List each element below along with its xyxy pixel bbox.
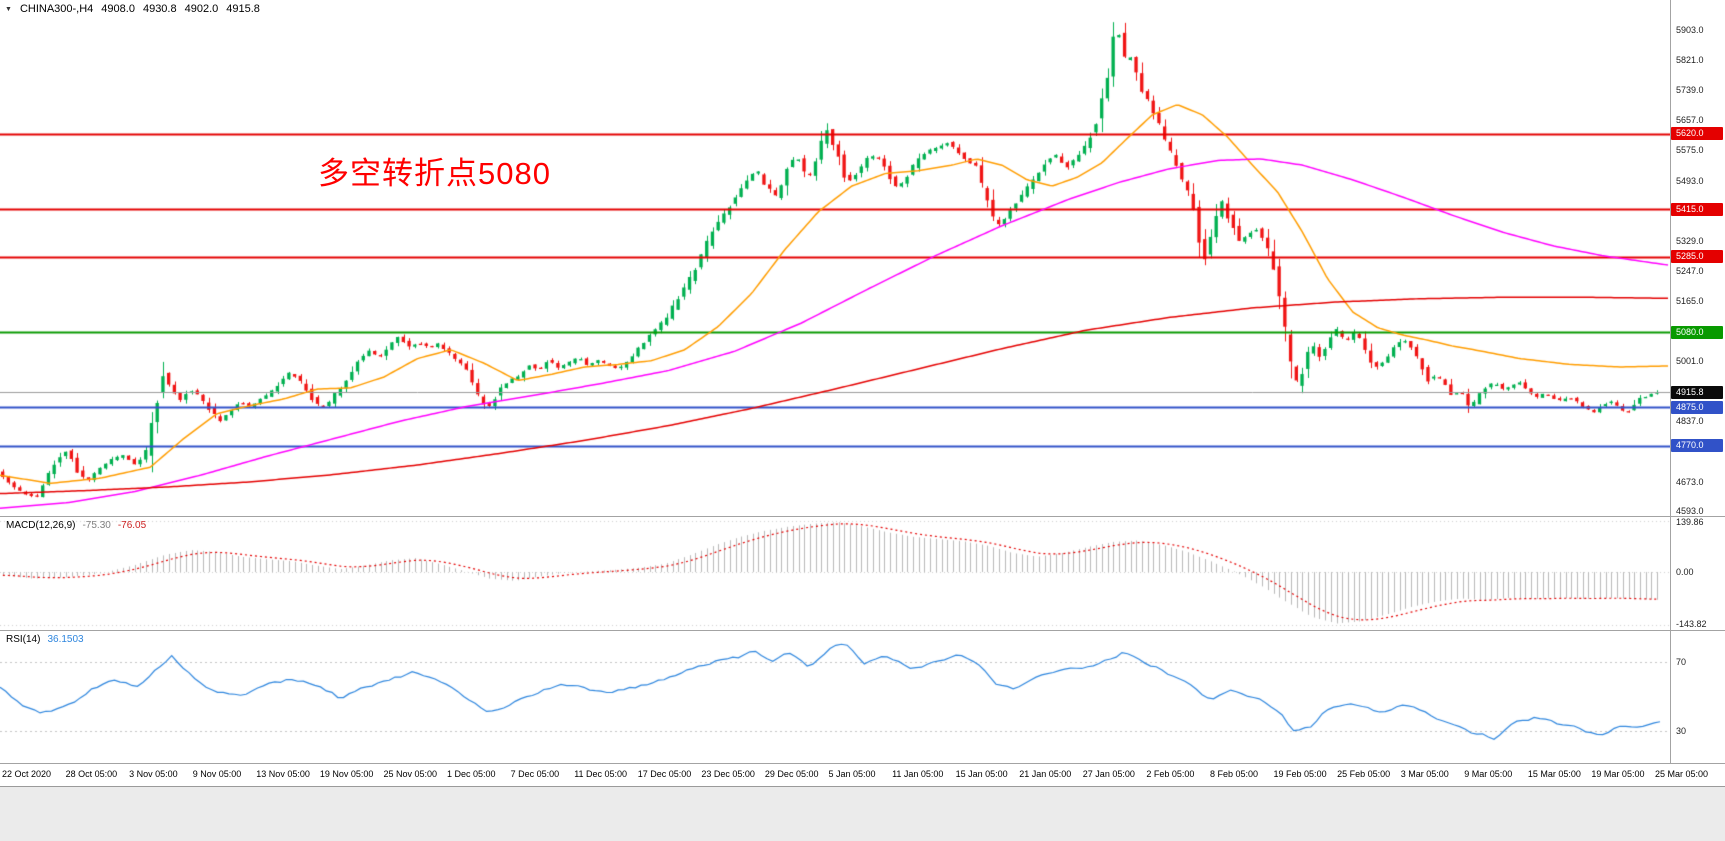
rsi-indicator-canvas[interactable]: [0, 631, 1670, 762]
level-price-badge: 4875.0: [1671, 400, 1723, 414]
price-tick-label: 5739.0: [1676, 85, 1704, 96]
price-tick-label: 5821.0: [1676, 55, 1704, 66]
time-axis-label: 11 Dec 05:00: [574, 769, 628, 779]
macd-indicator-label: MACD(12,26,9) -75.30 -76.05: [6, 520, 146, 531]
price-tick-label: 5657.0: [1676, 115, 1704, 126]
rsi-value: 36.1503: [47, 634, 84, 645]
time-axis-label: 9 Nov 05:00: [192, 769, 242, 779]
rsi-axis[interactable]: 70 30: [1671, 631, 1725, 762]
macd-axis-label: 139.86: [1676, 517, 1704, 527]
time-axis-label: 3 Mar 05:00: [1400, 769, 1449, 779]
time-axis-label: 1 Dec 05:00: [447, 769, 496, 779]
time-axis-label: 17 Dec 05:00: [637, 769, 692, 779]
level-price-badge: 5285.0: [1671, 250, 1723, 264]
macd-main-value: -75.30: [82, 520, 111, 531]
bottom-strip: [0, 786, 1725, 841]
time-axis-label: 15 Jan 05:00: [955, 769, 1008, 779]
price-tick-label: 5903.0: [1676, 25, 1704, 36]
level-price-badge: 5415.0: [1671, 202, 1723, 216]
chart-header: ▼ CHINA300-,H4 4908.0 4930.8 4902.0 4915…: [5, 3, 260, 15]
last-price-badge: 4915.8: [1671, 385, 1723, 399]
rsi-level-label: 30: [1676, 725, 1687, 736]
panel-divider: [0, 516, 1725, 517]
time-axis-label: 21 Jan 05:00: [1019, 769, 1072, 779]
price-tick-label: 5329.0: [1676, 235, 1704, 246]
time-axis-label: 2 Feb 05:00: [1146, 769, 1195, 779]
panel-divider: [0, 630, 1725, 631]
rsi-name: RSI(14): [6, 634, 41, 645]
time-axis-label: 9 Mar 05:00: [1464, 769, 1513, 779]
price-tick-label: 4837.0: [1676, 416, 1704, 427]
time-axis-label: 19 Nov 05:00: [319, 769, 374, 779]
time-axis-label: 5 Jan 05:00: [828, 769, 876, 779]
macd-axis-label: -143.82: [1676, 619, 1707, 629]
time-axis-label: 22 Oct 2020: [2, 769, 52, 779]
time-axis-label: 15 Mar 05:00: [1527, 769, 1581, 779]
level-price-badge: 4770.0: [1671, 439, 1723, 453]
main-chart-canvas[interactable]: [0, 0, 1670, 516]
time-axis-label: 8 Feb 05:00: [1209, 769, 1258, 779]
macd-axis[interactable]: 139.86 0.00 -143.82: [1671, 517, 1725, 629]
time-axis-label: 28 Oct 05:00: [65, 769, 118, 779]
chart-annotation-text[interactable]: 多空转折点5080: [318, 156, 551, 191]
price-tick-label: 5247.0: [1676, 265, 1704, 276]
axis-divider: [1670, 0, 1671, 785]
time-axis-label: 25 Nov 05:00: [383, 769, 437, 779]
price-tick-label: 5575.0: [1676, 145, 1704, 156]
macd-name: MACD(12,26,9): [6, 520, 76, 531]
macd-indicator-canvas[interactable]: [0, 517, 1670, 629]
ohlc-high-value: 4930.8: [142, 3, 177, 15]
time-axis-label: 25 Mar 05:00: [1655, 769, 1709, 779]
time-axis-label: 23 Dec 05:00: [701, 769, 755, 779]
level-price-badge: 5080.0: [1671, 325, 1723, 339]
time-axis-label: 13 Nov 05:00: [256, 769, 310, 779]
time-axis[interactable]: 22 Oct 2020 28 Oct 05:00 3 Nov 05:00 9 Nov …: [0, 764, 1725, 785]
price-tick-label: 5001.0: [1676, 356, 1704, 367]
ohlc-open-value: 4908.0: [101, 3, 135, 15]
time-axis-label: 3 Nov 05:00: [129, 769, 178, 779]
time-axis-label: 27 Jan 05:00: [1082, 769, 1135, 779]
price-tick-label: 5493.0: [1676, 175, 1704, 186]
price-tick-label: 4673.0: [1676, 476, 1704, 487]
rsi-indicator-label: RSI(14) 36.1503: [6, 634, 84, 645]
macd-axis-label: 0.00: [1676, 567, 1694, 578]
level-price-badge: 5620.0: [1671, 127, 1723, 141]
ohlc-low-value: 4902.0: [184, 3, 219, 15]
time-axis-label: 29 Dec 05:00: [764, 769, 819, 779]
macd-signal-value: -76.05: [117, 520, 147, 531]
time-axis-label: 7 Dec 05:00: [510, 769, 560, 779]
price-tick-label: 5165.0: [1676, 295, 1704, 306]
rsi-level-label: 70: [1676, 657, 1687, 668]
collapse-triangle-icon[interactable]: ▼: [5, 5, 12, 13]
panel-divider: [0, 763, 1725, 764]
price-tick-label: 4593.0: [1676, 505, 1704, 516]
ohlc-close-value: 4915.8: [226, 3, 260, 15]
time-axis-label: 25 Feb 05:00: [1337, 769, 1391, 779]
symbol-period-label: CHINA300-,H4: [19, 3, 94, 15]
price-axis[interactable]: 5903.0 5821.0 5739.0 5657.0 5575.0 5493.0 5329…: [1671, 0, 1725, 516]
time-axis-label: 19 Feb 05:00: [1273, 769, 1327, 779]
time-axis-label: 11 Jan 05:00: [892, 769, 944, 779]
time-axis-label: 19 Mar 05:00: [1591, 769, 1645, 779]
